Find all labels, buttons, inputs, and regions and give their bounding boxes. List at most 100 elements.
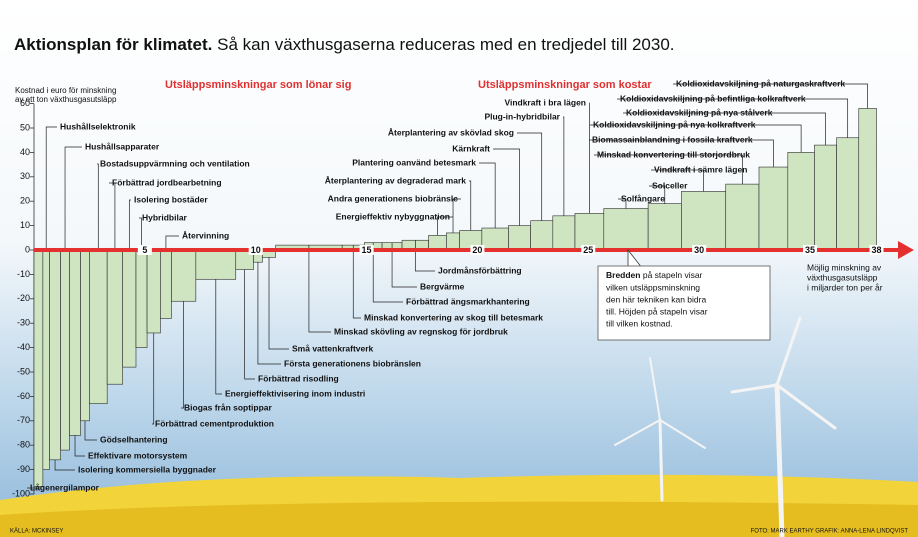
note-text: till. Höjden på stapeln visar [606,306,708,316]
bar [858,108,877,251]
leader-line [128,199,131,250]
measure-label: Bergvärme [420,281,465,291]
leader-line [437,216,453,236]
leader-line [74,435,85,457]
bar [446,232,460,251]
bar [508,225,531,251]
x-tick-label: 10 [251,245,261,255]
leader-line [152,332,155,425]
bar [171,249,197,302]
x-tick [692,245,707,255]
chart-subtitle: Så kan växthusgaserna reduceras med en t… [217,35,674,54]
bar [681,191,727,251]
measure-label: Vindkraft i sämre lägen [654,164,747,174]
leader-line [517,132,543,221]
bar [80,249,90,422]
x-tick [869,245,884,255]
leader-line [623,112,826,146]
bar [89,249,108,405]
x-tick [137,245,152,255]
x-label: växthusgasutsläpp [807,272,878,282]
y-tick-label: -60 [17,391,30,401]
bar [758,166,789,251]
source: KÄLLA: MCKINSEY [10,528,63,535]
bar [33,249,44,487]
leader-line [64,146,82,250]
leader-line [54,459,75,471]
y-tick-label: 60 [20,98,30,108]
title-line: Aktionsplan för klimatet. Så kan växthus… [14,35,675,54]
bar [725,183,760,251]
chart-title: Aktionsplan för klimatet. [14,35,212,54]
leader-line [215,279,222,395]
bar [814,144,837,251]
leader-line [479,162,496,229]
measure-label: Energieffektiv nybyggnation [336,211,450,221]
bar [160,249,172,319]
leader-line [352,245,361,319]
measure-label: Förbättrad cementproduktion [155,418,274,428]
y-tick-label: 30 [20,171,30,181]
measure-label: Plantering oanvänd betesmark [352,157,476,167]
y-tick-label: -70 [17,415,30,425]
measure-label: Energieffektivisering inom industri [225,388,365,398]
measure-label: Minskad konvertering av skog till betesm… [364,312,543,322]
note-line: Bredden på stapeln visar [606,270,703,280]
leader-line [618,198,627,209]
y-tick-label: -20 [17,293,30,303]
measure-label: Koldioxidavskiljning på befintliga kolkr… [620,93,806,103]
bar [49,249,61,461]
bar [69,249,81,436]
leader-line [372,242,403,303]
x-tick-label: 30 [694,245,704,255]
bar [787,152,815,251]
measure-label: Andra generationens biobränsle [328,193,459,203]
measure-label: Hybridbilar [142,212,188,222]
bar [428,235,447,251]
measure-label: Förbättrad risodling [258,373,339,383]
turbine [614,316,837,537]
y-tick-label: -10 [17,269,30,279]
note-bold: Bredden [606,270,640,280]
bar [836,137,860,251]
measure-label: Plug-in-hybridbilar [484,111,560,121]
measure-label: Lågenergilampor [30,482,100,492]
y-label: av ett ton växthusgasutsläpp [15,95,117,104]
measure-label: Effektivare motorsystem [88,450,188,460]
x-label: Möjlig minskning av [807,262,882,272]
measure-label: Bostadsuppvärmning och ventilation [100,158,250,168]
measure-label: Biogas från soptippar [184,402,273,412]
measure-label: Återplantering av degraderad mark [325,175,467,185]
header: Utsläppsminskningar som kostar [478,79,652,91]
y-tick-label: 0 [25,244,30,254]
leader-line [45,126,57,250]
measure-label: Isolering bostäder [134,194,208,204]
leader-line [589,139,774,168]
x-tick [248,245,263,255]
y-tick-label: -100 [12,488,30,498]
y-tick-label: 20 [20,196,30,206]
measure-label: Hushållsapparater [85,141,160,151]
leader-line [27,486,39,489]
x-tick [802,245,817,255]
measure-label: Återplantering av skövlad skog [388,127,514,137]
x-tick-label: 5 [142,245,147,255]
leader-line [165,235,179,250]
bar [195,249,237,280]
leader-line [109,182,116,250]
leader-line [268,257,289,350]
y-label: Kostnad i euro för minskning [15,86,116,95]
leader-line [594,154,743,185]
leader-line [244,269,255,380]
measure-label: Vindkraft i bra lägen [504,97,586,107]
bar [647,203,682,251]
x-label: i miljarder ton per år [807,282,883,292]
measure-label: Minskad skövling av regnskog för jordbru… [334,326,508,336]
x-tick [581,245,596,255]
leader-line [84,420,97,441]
bar [552,215,576,251]
measure-label: Biomassainblandning i fossila kraftverk [592,134,753,144]
leader-line [649,185,666,204]
